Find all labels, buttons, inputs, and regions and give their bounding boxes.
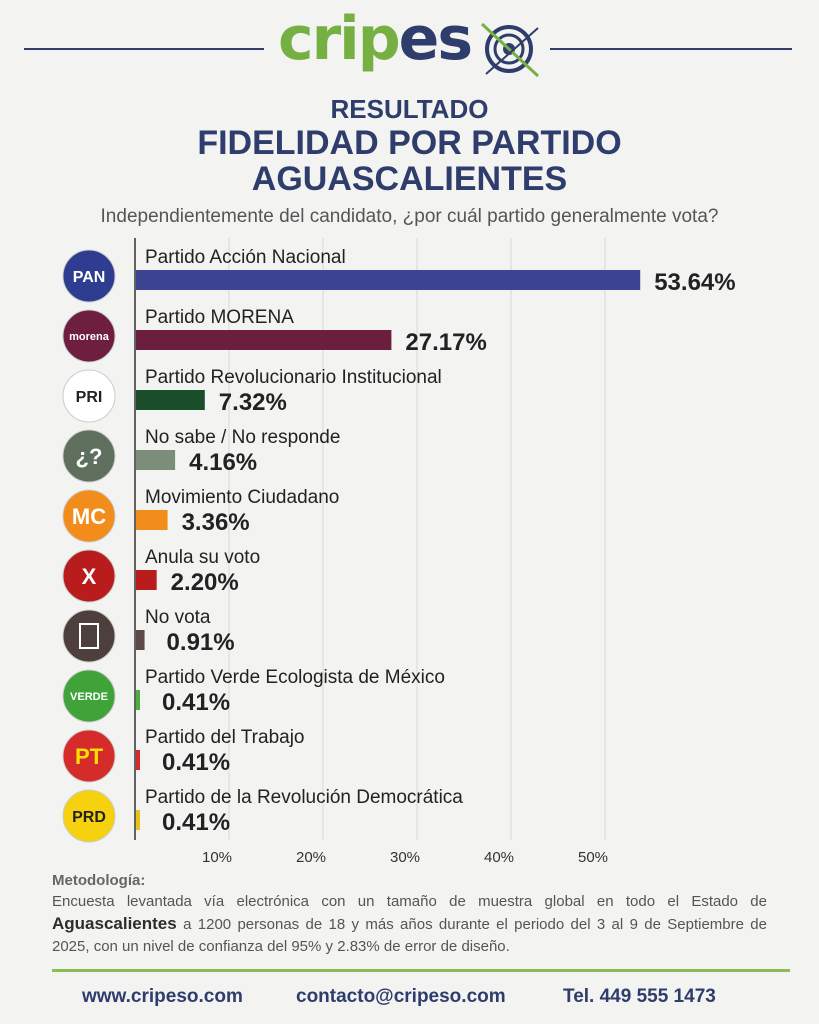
data-label: 2.20% [171,569,239,596]
category-label: Anula su voto [145,547,260,568]
bar [136,810,140,830]
title-line-2: AGUASCALIENTES [251,160,568,198]
pt-logo-icon [62,729,116,783]
brand-logo: cripes [270,4,550,80]
title-line-1: FIDELIDAD POR PARTIDO [197,124,622,162]
category-label: Partido Acción Nacional [145,247,346,268]
data-label: 0.41% [162,689,230,716]
bar [136,690,140,710]
methodology-text-part2: a 1200 personas de 18 y más años durante… [52,916,767,955]
data-label: 3.36% [182,509,250,536]
footer-rule [52,969,790,972]
x-cross-icon [62,549,116,603]
logo-text-blue: es [398,4,473,74]
category-label: Movimiento Ciudadano [145,487,339,508]
pt-logo-icon-text: PT [75,744,104,769]
x-tick-label: 10% [202,849,232,866]
bar [136,330,392,350]
category-label: Partido Verde Ecologista de México [145,667,445,688]
pri-logo-icon [62,369,116,423]
category-label: No vota [145,607,211,628]
bar [136,390,205,410]
pan-logo-icon-text: PAN [73,269,106,286]
footer-email-link[interactable]: contacto@cripeso.com [296,986,506,1007]
footer-phone: Tel. 449 555 1473 [563,986,716,1007]
methodology-bold-state: Aguascalientes [52,914,177,933]
title-kicker: RESULTADO [330,94,489,124]
methodology-text-part1: Encuesta levantada vía electrónica con u… [52,893,767,910]
category-label: Partido Revolucionario Institucional [145,367,442,388]
movimiento-ciudadano-logo-icon-text: MC [72,504,106,529]
data-label: 0.41% [162,809,230,836]
target-o-icon [480,22,540,78]
x-tick-label: 30% [390,849,420,866]
data-label: 4.16% [189,449,257,476]
bar [136,510,168,530]
data-label: 0.41% [162,749,230,776]
question-icon [62,429,116,483]
x-tick-label: 40% [484,849,514,866]
morena-logo-icon [62,309,116,363]
x-tick-label: 50% [578,849,608,866]
methodology-text: Encuesta levantada vía electrónica con u… [52,891,767,958]
data-label: 0.91% [167,629,235,656]
x-cross-icon-text: X [82,564,97,589]
pan-logo-icon [62,249,116,303]
category-label: Partido MORENA [145,307,294,328]
header-rule-left [24,48,264,50]
prd-logo-icon-text: PRD [72,809,106,826]
ballot-person-icon [62,609,116,663]
x-tick-label: 20% [296,849,326,866]
data-label: 27.17% [405,329,486,356]
category-label: Partido del Trabajo [145,727,305,748]
methodology-heading: Metodología: [52,872,146,889]
footer-website-link[interactable]: www.cripeso.com [82,986,243,1007]
bar [136,450,176,470]
verde-logo-icon-text: VERDE [70,691,108,703]
bar [136,630,145,650]
brand-logo-text: cripes [278,4,473,74]
bar [136,750,140,770]
bar-chart: 10% 20% 30% 40% 50% PAN Partido Acción Naciona… [62,238,736,866]
morena-logo-icon-text: morena [69,331,110,343]
bar [136,570,157,590]
prd-logo-icon [62,789,116,843]
logo-text-green: crip [278,4,401,74]
data-label: 53.64% [654,269,735,296]
movimiento-ciudadano-logo-icon [62,489,116,543]
category-label: No sabe / No responde [145,427,340,448]
question-icon-text: ¿? [76,444,103,469]
survey-question: Independientemente del candidato, ¿por c… [100,206,719,227]
data-label: 7.32% [219,389,287,416]
pri-logo-icon-text: PRI [76,389,103,406]
bar [136,270,641,290]
verde-logo-icon [62,669,116,723]
header-rule-right [550,48,792,50]
ballot-shape [79,623,99,649]
category-label: Partido de la Revolución Democrática [145,787,463,808]
